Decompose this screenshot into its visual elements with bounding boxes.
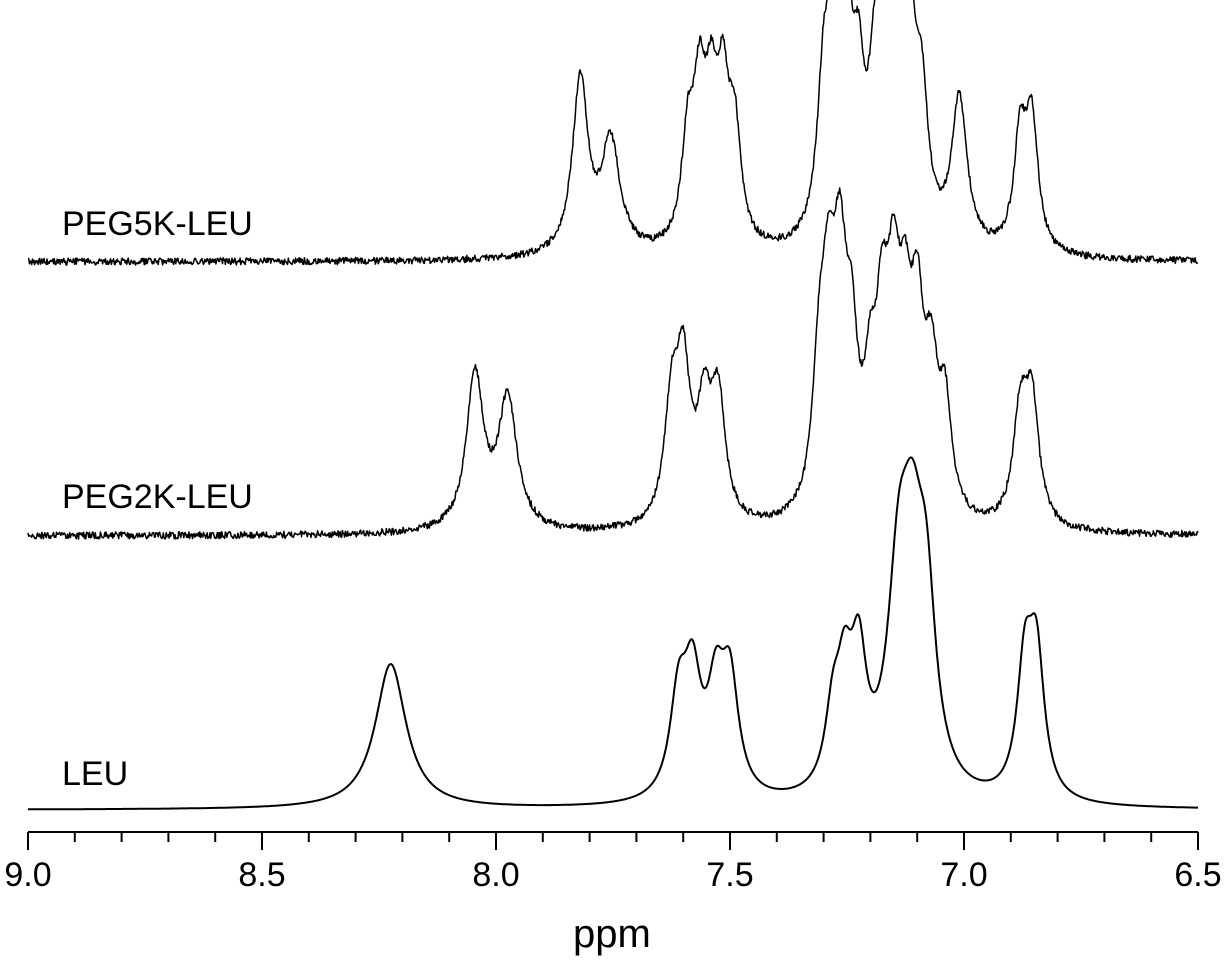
trace-label-peg5k: PEG5K-LEU [62,205,253,244]
x-axis-label: ppm [573,912,651,957]
x-tick-label: 9.0 [4,856,51,894]
x-tick-label: 8.0 [472,856,519,894]
x-tick-label: 6.5 [1174,856,1221,894]
x-tick-label: 8.5 [238,856,285,894]
nmr-figure: 9.0 8.5 8.0 7.5 7.0 6.5 ppm LEU PEG2K-LEU PEG5K… [0,0,1231,974]
trace-label-peg2k: PEG2K-LEU [62,478,253,517]
x-tick-label: 7.5 [706,856,753,894]
trace-label-leu: LEU [62,755,128,794]
x-tick-label: 7.0 [940,856,987,894]
